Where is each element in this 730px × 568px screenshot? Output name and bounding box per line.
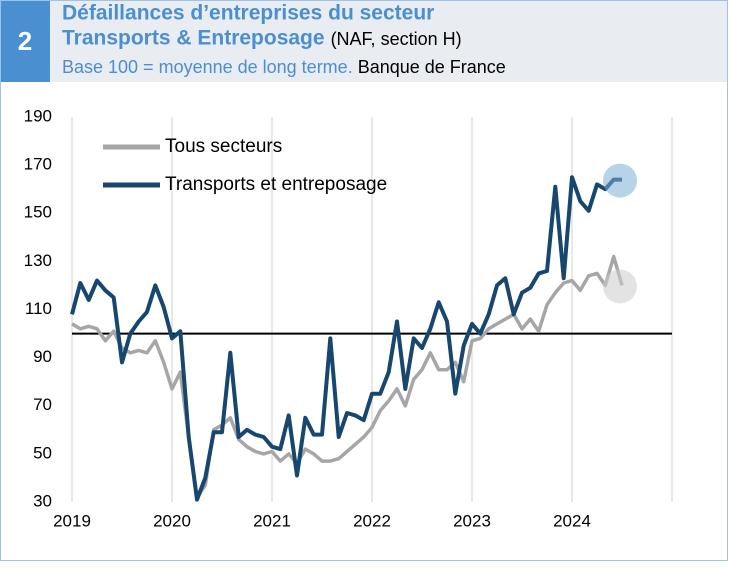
y-tick-label: 190 [24, 106, 52, 125]
subtitle: Base 100 = moyenne de long terme. [62, 57, 353, 77]
title-line: Défaillances d’entreprises du secteur [62, 2, 434, 25]
y-tick-label: 90 [33, 347, 52, 366]
legend-label: Transports et entreposage [165, 174, 387, 195]
highlight-circle [603, 163, 637, 198]
y-tick-label: 150 [24, 203, 52, 222]
y-tick-label: 70 [33, 395, 52, 414]
y-tick-label: 170 [24, 155, 52, 174]
series-line [70, 175, 622, 502]
number-box [1, 1, 50, 82]
header-band [50, 1, 727, 82]
x-tick-label: 2023 [453, 511, 491, 530]
y-tick-label: 30 [33, 491, 52, 510]
source: Banque de France [358, 57, 506, 77]
x-tick-label: 2022 [353, 511, 391, 530]
x-tick-label: 2019 [53, 511, 91, 530]
y-tick-label: 110 [25, 299, 52, 318]
x-tick-label: 2021 [253, 511, 291, 530]
x-tick-label: 2024 [553, 511, 591, 530]
figure-number: 2 [18, 26, 32, 56]
highlight-circle [603, 269, 637, 304]
y-tick-label: 130 [24, 251, 52, 270]
legend-label: Tous secteurs [165, 136, 282, 157]
y-tick-label: 50 [33, 443, 52, 462]
x-tick-label: 2020 [153, 511, 191, 530]
title-note: (NAF, section H) [331, 29, 462, 49]
series-line [71, 254, 624, 499]
title-line: Transports & Entreposage [62, 27, 325, 50]
